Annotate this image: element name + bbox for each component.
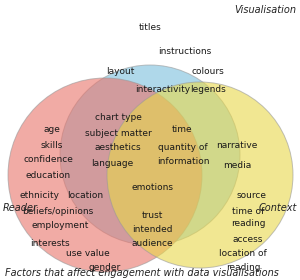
Text: confidence: confidence — [23, 155, 73, 165]
Text: access: access — [233, 235, 263, 244]
Text: source: source — [237, 192, 267, 200]
Text: emotions: emotions — [131, 183, 173, 193]
Text: location of: location of — [219, 249, 267, 258]
Text: age: age — [44, 125, 60, 134]
Text: aesthetics: aesthetics — [95, 143, 141, 153]
Text: skills: skills — [41, 141, 63, 150]
Text: employment: employment — [31, 221, 89, 230]
Text: intended: intended — [132, 225, 172, 235]
Text: time: time — [172, 125, 192, 134]
Text: education: education — [26, 171, 70, 179]
Text: beliefs/opinions: beliefs/opinions — [22, 207, 94, 216]
Text: gender: gender — [89, 263, 121, 272]
Text: ethnicity: ethnicity — [20, 192, 60, 200]
Text: reading: reading — [231, 220, 265, 228]
Text: legends: legends — [190, 85, 226, 95]
Text: time of: time of — [232, 207, 264, 216]
Text: chart type: chart type — [94, 113, 141, 123]
Text: media: media — [223, 160, 251, 169]
Text: Context: Context — [259, 203, 297, 213]
Text: subject matter: subject matter — [85, 129, 152, 137]
Text: titles: titles — [139, 24, 161, 32]
Text: information: information — [157, 157, 209, 167]
Text: colours: colours — [192, 67, 224, 76]
Text: audience: audience — [131, 239, 173, 248]
Text: quantity of: quantity of — [158, 143, 208, 153]
Text: narrative: narrative — [216, 141, 258, 150]
Text: Factors that affect engagement with data visualisations: Factors that affect engagement with data… — [5, 268, 279, 278]
Text: location: location — [67, 192, 103, 200]
Text: instructions: instructions — [158, 48, 212, 57]
Text: trust: trust — [141, 211, 163, 220]
Text: reading: reading — [226, 263, 260, 272]
Text: Visualisation: Visualisation — [234, 5, 296, 15]
Text: use value: use value — [66, 249, 110, 258]
Text: Reader: Reader — [3, 203, 38, 213]
Text: interactivity: interactivity — [135, 85, 190, 95]
Circle shape — [8, 78, 202, 272]
Circle shape — [107, 82, 293, 268]
Text: interests: interests — [30, 239, 70, 248]
Text: language: language — [91, 158, 133, 167]
Circle shape — [60, 65, 240, 245]
Text: layout: layout — [106, 67, 134, 76]
